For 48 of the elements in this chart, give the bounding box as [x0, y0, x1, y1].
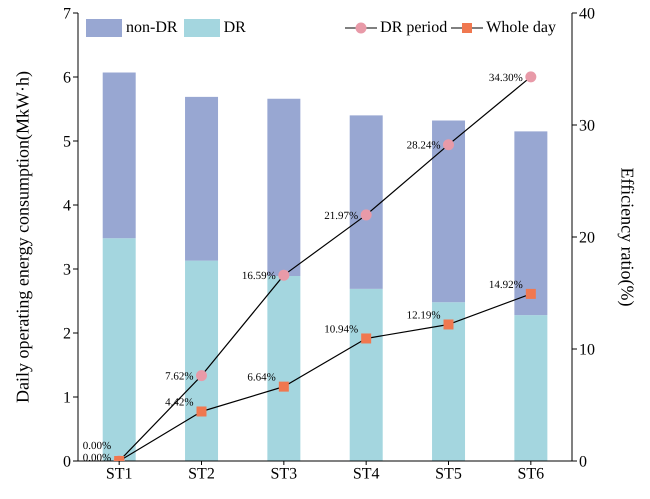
- data-label: 16.59%: [242, 270, 276, 282]
- y-tick-label: 4: [63, 198, 71, 215]
- point: [196, 406, 206, 416]
- data-label: 6.64%: [247, 372, 276, 384]
- data-label: 21.97%: [324, 210, 358, 222]
- data-label: 14.92%: [488, 278, 523, 291]
- point: [360, 209, 372, 220]
- legend-label: DR: [222, 18, 246, 38]
- data-label: 10.94%: [324, 323, 358, 336]
- point: [361, 333, 372, 344]
- y2-tick-label: 10: [579, 342, 595, 359]
- point: [278, 270, 290, 281]
- y-tick-label: 3: [63, 262, 71, 279]
- bar: [185, 96, 218, 261]
- y-tick-label: 1: [63, 390, 71, 407]
- x-tick-label: ST3: [270, 465, 298, 482]
- x-tick-label: ST1: [106, 465, 133, 482]
- y-tick-label: 6: [63, 70, 71, 87]
- bar: [514, 315, 548, 461]
- point: [443, 139, 454, 150]
- x-tick-label: ST2: [188, 465, 215, 482]
- data-label: 28.24%: [406, 140, 440, 152]
- y-axis-title: Daily operating energy consumption(MkW·h): [12, 70, 32, 404]
- data-label: 7.62%: [165, 370, 194, 383]
- y-tick-label: 0: [63, 454, 71, 471]
- legend-label: Whole day: [485, 18, 556, 38]
- data-label: 0.00%: [82, 440, 112, 452]
- y-tick-label: 5: [63, 134, 71, 151]
- x-tick-label: ST4: [352, 465, 380, 482]
- point: [526, 288, 536, 299]
- legend-label: non-DR: [125, 18, 178, 38]
- legend-label: DR period: [379, 18, 448, 38]
- y-tick-label: 7: [63, 6, 71, 23]
- y2-tick-label: 20: [579, 230, 595, 247]
- point: [278, 382, 289, 392]
- data-label: 34.30%: [488, 72, 523, 84]
- y2-tick-label: 0: [579, 454, 587, 471]
- y2-tick-label: 30: [579, 118, 595, 135]
- y2-tick-label: 40: [579, 6, 595, 23]
- y-tick-label: 2: [63, 326, 71, 343]
- point: [196, 370, 207, 382]
- point: [525, 71, 536, 82]
- x-tick-label: ST5: [435, 465, 462, 482]
- bar: [102, 72, 136, 238]
- x-tick-label: ST6: [517, 465, 544, 482]
- data-label: 12.19%: [406, 309, 440, 322]
- point: [444, 319, 454, 330]
- y2-axis-title: Efficiency ratio(%): [618, 167, 638, 307]
